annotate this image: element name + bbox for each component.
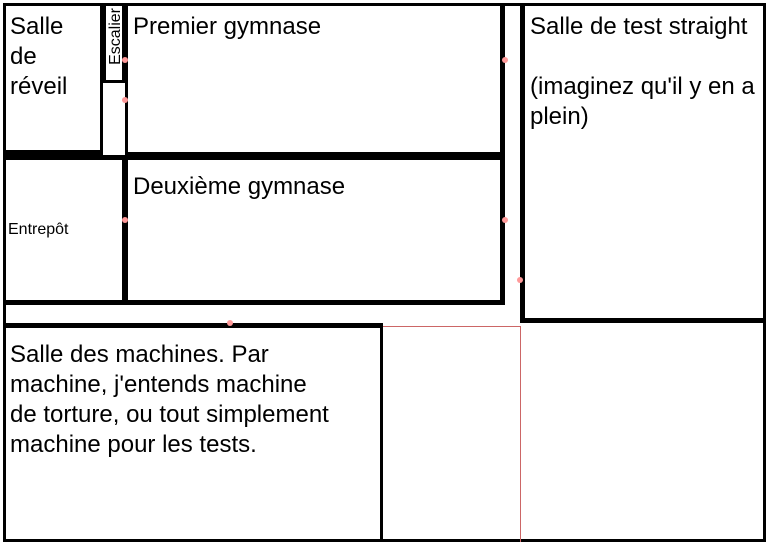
floorplan-canvas: Salle de réveil Escalier Premier gymnase… — [0, 0, 769, 545]
connection-dot — [502, 217, 508, 223]
label-gym1: Premier gymnase — [133, 12, 493, 42]
connection-dot — [122, 97, 128, 103]
label-reveil: Salle de réveil — [10, 12, 90, 102]
label-test: Salle de test straight (imaginez qu'il y… — [530, 12, 760, 132]
connection-dot — [122, 217, 128, 223]
connection-dot — [122, 57, 128, 63]
connection-dot — [517, 277, 523, 283]
label-entrepot: Entrepôt — [8, 220, 118, 240]
label-gym2: Deuxième gymnase — [133, 172, 493, 202]
guide-line — [520, 326, 521, 542]
label-machines: Salle des machines. Par machine, j'enten… — [10, 340, 340, 460]
guide-line — [383, 326, 520, 327]
connection-dot — [227, 320, 233, 326]
connection-dot — [502, 57, 508, 63]
label-escalier: Escalier — [106, 8, 122, 65]
